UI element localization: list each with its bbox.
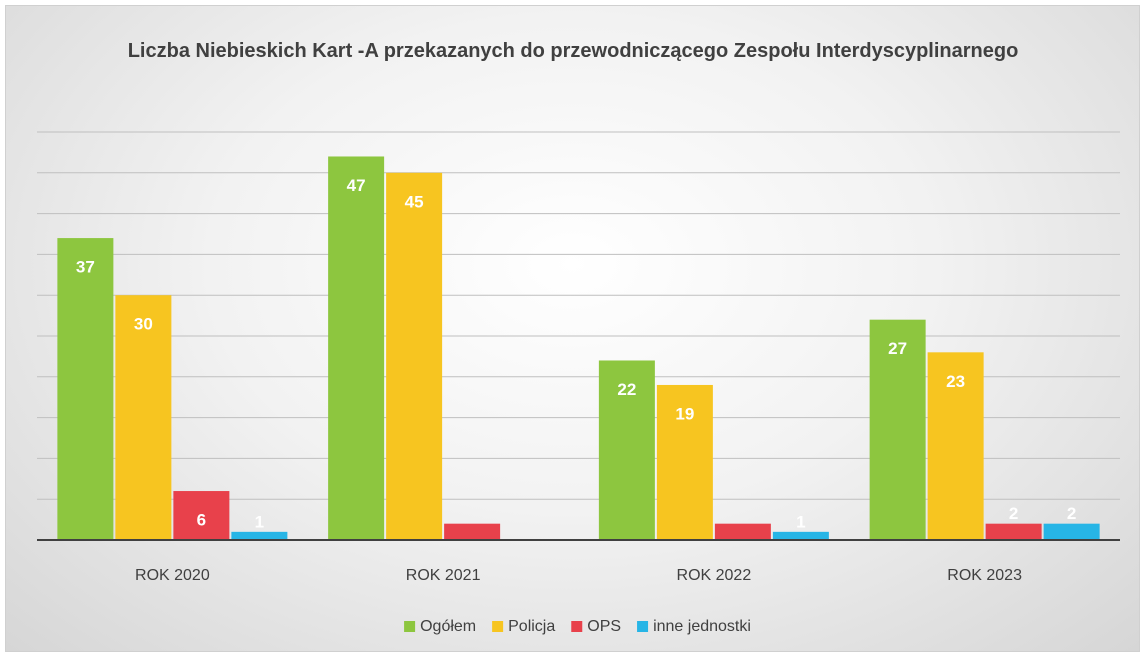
legend-swatch: [637, 621, 649, 632]
bar: [714, 523, 771, 540]
bar: [598, 360, 655, 540]
bar: [173, 491, 230, 540]
x-tick-label: ROK 2023: [947, 567, 1022, 584]
bar: [444, 523, 501, 540]
data-label: 1: [255, 512, 264, 531]
data-label: 19: [675, 404, 694, 423]
legend-swatch: [492, 621, 504, 632]
data-label: 2: [1067, 504, 1076, 523]
data-label: 27: [888, 339, 907, 358]
data-label: 23: [946, 372, 965, 391]
legend-label: Ogółem: [420, 618, 476, 635]
bar: [328, 156, 385, 541]
x-tick-label: ROK 2021: [406, 567, 481, 584]
data-label: 2: [1009, 504, 1018, 523]
bar: [772, 531, 829, 540]
bar: [927, 352, 984, 540]
bar: [115, 295, 172, 540]
data-label: 30: [134, 315, 153, 334]
bar: [869, 319, 926, 540]
legend-label: OPS: [587, 618, 621, 635]
x-tick-label: ROK 2020: [135, 567, 210, 584]
legend-label: Policja: [508, 618, 555, 635]
bar: [1043, 523, 1100, 540]
data-label: 37: [76, 258, 95, 277]
bar: [386, 172, 443, 541]
bar: [985, 523, 1042, 540]
x-tick-label: ROK 2022: [677, 567, 752, 584]
data-label: 47: [347, 176, 366, 195]
bar: [57, 238, 114, 540]
bar: [656, 384, 713, 540]
chart-title: Liczba Niebieskich Kart -A przekazanych …: [127, 40, 1019, 62]
legend-label: inne jednostki: [653, 618, 751, 635]
data-label: 22: [617, 380, 636, 399]
legend-swatch: [404, 621, 416, 632]
legend-swatch: [571, 621, 583, 632]
bar: [231, 531, 288, 540]
data-label: 6: [197, 511, 206, 530]
chart-frame: [5, 5, 1140, 652]
data-label: 1: [796, 512, 805, 531]
data-label: 45: [405, 192, 424, 211]
